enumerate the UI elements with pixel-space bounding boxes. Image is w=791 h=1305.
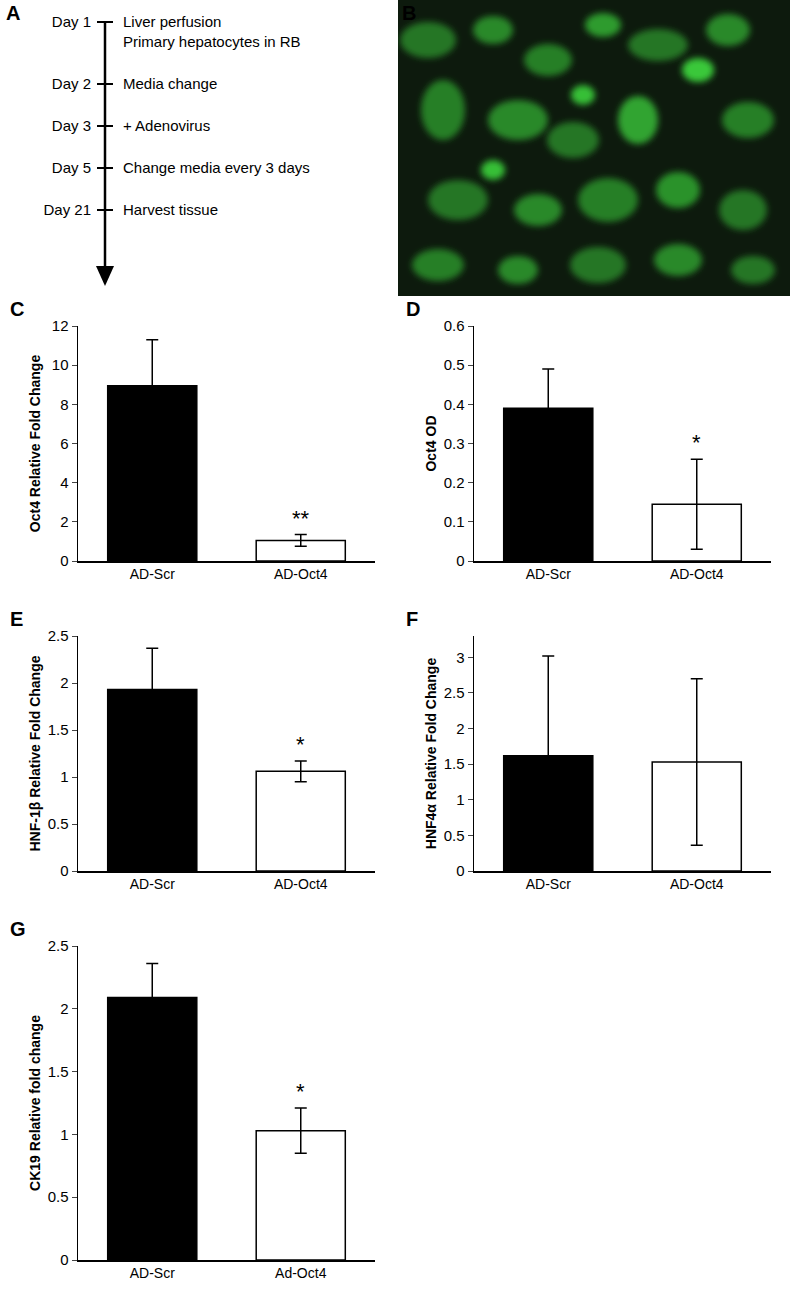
- svg-text:*: *: [296, 732, 305, 757]
- svg-text:AD-Oct4: AD-Oct4: [274, 876, 328, 892]
- svg-text:10: 10: [52, 356, 69, 373]
- svg-text:3: 3: [456, 649, 464, 666]
- svg-text:AD-Scr: AD-Scr: [130, 1265, 175, 1281]
- svg-text:Day 21: Day 21: [43, 201, 91, 218]
- svg-text:AD-Oct4: AD-Oct4: [670, 876, 724, 892]
- svg-text:0: 0: [60, 862, 68, 879]
- svg-text:AD-Scr: AD-Scr: [130, 566, 175, 582]
- svg-text:AD-Oct4: AD-Oct4: [670, 566, 724, 582]
- svg-text:1: 1: [60, 1126, 68, 1143]
- svg-text:**: **: [292, 506, 310, 531]
- html-text:E: E: [10, 608, 24, 630]
- svg-text:Day 5: Day 5: [52, 159, 91, 176]
- svg-text:0.5: 0.5: [444, 827, 465, 844]
- svg-text:0.1: 0.1: [444, 513, 465, 530]
- svg-text:CK19 Relative fold change: CK19 Relative fold change: [27, 1015, 43, 1191]
- svg-text:0.4: 0.4: [444, 396, 465, 413]
- svg-text:AD-Scr: AD-Scr: [526, 876, 571, 892]
- svg-text:0.5: 0.5: [48, 1188, 69, 1205]
- svg-text:Harvest tissue: Harvest tissue: [123, 201, 218, 218]
- svg-text:0: 0: [60, 1251, 68, 1268]
- svg-text:Oct4 OD: Oct4 OD: [423, 415, 439, 471]
- svg-text:Day 2: Day 2: [52, 75, 91, 92]
- svg-text:1.5: 1.5: [48, 1063, 69, 1080]
- svg-text:1: 1: [456, 791, 464, 808]
- svg-text:Primary hepatocytes in RB: Primary hepatocytes in RB: [123, 33, 301, 50]
- svg-text:Media change: Media change: [123, 75, 217, 92]
- svg-text:0.6: 0.6: [444, 317, 465, 334]
- html-text:F: F: [406, 608, 419, 630]
- svg-text:2: 2: [456, 720, 464, 737]
- html-text:C: C: [10, 298, 25, 320]
- html-text:B: B: [402, 2, 417, 24]
- svg-text:0.2: 0.2: [444, 474, 465, 491]
- svg-text:1: 1: [60, 768, 68, 785]
- svg-text:0: 0: [456, 862, 464, 879]
- svg-text:2.5: 2.5: [48, 937, 69, 954]
- svg-text:Day 1: Day 1: [52, 13, 91, 30]
- svg-text:*: *: [692, 430, 701, 455]
- svg-text:2: 2: [60, 1000, 68, 1017]
- svg-text:0: 0: [456, 552, 464, 569]
- svg-text:2: 2: [60, 674, 68, 691]
- svg-text:*: *: [296, 1079, 305, 1104]
- svg-text:2.5: 2.5: [48, 627, 69, 644]
- svg-text:4: 4: [60, 474, 68, 491]
- svg-text:2: 2: [60, 513, 68, 530]
- svg-text:+ Adenovirus: + Adenovirus: [123, 117, 210, 134]
- svg-text:Change media every 3 days: Change media every 3 days: [123, 159, 310, 176]
- html-text:D: D: [406, 298, 421, 320]
- svg-text:HNF4α Relative Fold Change: HNF4α Relative Fold Change: [423, 658, 439, 850]
- svg-text:AD-Oct4: AD-Oct4: [274, 566, 328, 582]
- svg-text:AD-Scr: AD-Scr: [130, 876, 175, 892]
- svg-text:Oct4 Relative Fold Change: Oct4 Relative Fold Change: [27, 355, 43, 533]
- svg-text:1.5: 1.5: [444, 755, 465, 772]
- svg-text:AD-Scr: AD-Scr: [526, 566, 571, 582]
- svg-text:0.5: 0.5: [444, 356, 465, 373]
- svg-text:1.5: 1.5: [48, 721, 69, 738]
- svg-text:0.5: 0.5: [48, 815, 69, 832]
- svg-text:0: 0: [60, 552, 68, 569]
- svg-text:2.5: 2.5: [444, 684, 465, 701]
- svg-text:Day 3: Day 3: [52, 117, 91, 134]
- svg-text:0.3: 0.3: [444, 435, 465, 452]
- html-text:A: A: [6, 2, 21, 24]
- svg-text:12: 12: [52, 317, 69, 334]
- svg-text:6: 6: [60, 435, 68, 452]
- svg-text:HNF-1β Relative Fold Change: HNF-1β Relative Fold Change: [27, 655, 43, 851]
- svg-text:8: 8: [60, 396, 68, 413]
- html-text:G: G: [10, 918, 26, 940]
- svg-text:Ad-Oct4: Ad-Oct4: [275, 1265, 327, 1281]
- svg-text:Liver perfusion: Liver perfusion: [123, 13, 221, 30]
